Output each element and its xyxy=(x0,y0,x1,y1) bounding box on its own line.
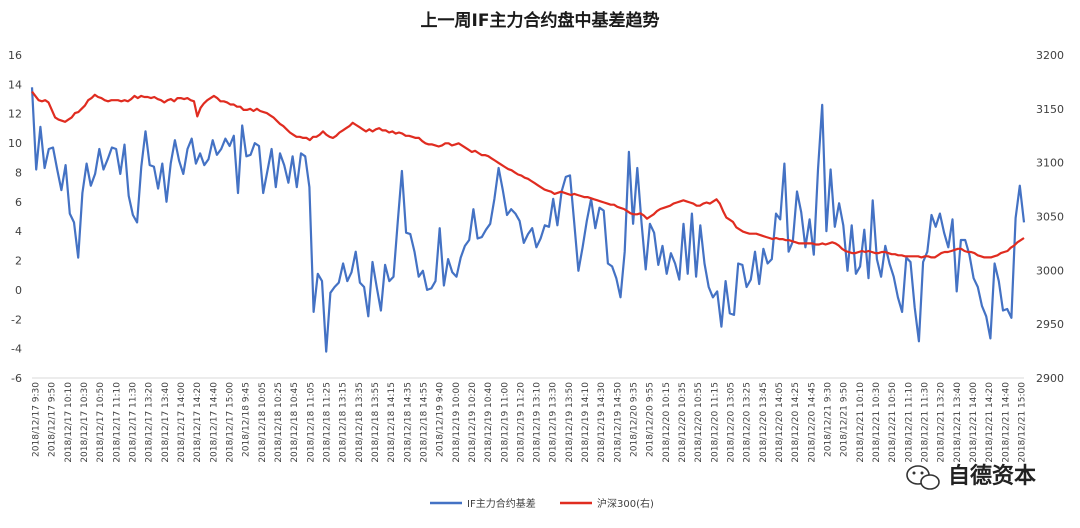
x-tick-label: 2018/12/18 13:15 xyxy=(339,382,349,463)
x-tick-label: 2018/12/17 11:10 xyxy=(112,382,122,463)
x-tick-label: 2018/12/17 11:30 xyxy=(128,382,138,463)
x-tick-label: 2018/12/21 9:50 xyxy=(840,382,850,457)
x-tick-label: 2018/12/19 14:50 xyxy=(613,382,623,463)
x-tick-label: 2018/12/20 14:45 xyxy=(807,382,817,463)
watermark: 自德资本 xyxy=(906,463,1036,490)
x-tick-label: 2018/12/17 14:20 xyxy=(193,382,203,463)
x-tick-label: 2018/12/19 14:30 xyxy=(597,382,607,463)
x-tick-label: 2018/12/17 13:20 xyxy=(145,382,155,463)
x-tick-label: 2018/12/21 11:30 xyxy=(921,382,931,463)
x-tick-label: 2018/12/20 14:25 xyxy=(791,382,801,463)
x-tick-label: 2018/12/18 11:05 xyxy=(306,382,316,463)
x-tick-label: 2018/12/21 13:20 xyxy=(937,382,947,463)
x-tick-label: 2018/12/19 13:30 xyxy=(549,382,559,463)
basis-series-line xyxy=(30,87,1026,353)
x-tick-label: 2018/12/21 11:10 xyxy=(904,382,914,463)
x-axis: 2018/12/17 9:30 2018/12/17 9:50 2018/12/17… xyxy=(32,377,1028,463)
x-tick-label: 2018/12/19 9:40 xyxy=(436,382,446,457)
x-tick-label: 2018/12/18 13:35 xyxy=(355,382,365,463)
y-left-tick-label: 6 xyxy=(15,196,22,209)
x-tick-label: 2018/12/17 9:30 xyxy=(32,382,42,457)
y-right-tick-label: 3000 xyxy=(1036,264,1064,277)
x-tick-label: 2018/12/18 14:15 xyxy=(387,382,397,463)
y-right-tick-label: 3150 xyxy=(1036,103,1064,116)
x-tick-label: 2018/12/20 10:35 xyxy=(678,382,688,463)
y-right-tick-label: 3200 xyxy=(1036,49,1064,62)
x-tick-label: 2018/12/19 10:00 xyxy=(452,382,462,463)
y-left-tick-label: -2 xyxy=(11,313,22,326)
y-left-tick-label: 14 xyxy=(8,78,22,91)
x-tick-label: 2018/12/18 11:25 xyxy=(322,382,332,463)
x-tick-label: 2018/12/19 10:40 xyxy=(484,382,494,463)
x-tick-label: 2018/12/20 10:15 xyxy=(662,382,672,463)
x-tick-label: 2018/12/20 9:35 xyxy=(630,382,640,457)
y-right-tick-label: 3050 xyxy=(1036,211,1064,224)
x-tick-label: 2018/12/17 14:00 xyxy=(177,382,187,463)
y-left-tick-label: 8 xyxy=(15,166,22,179)
x-tick-label: 2018/12/19 11:00 xyxy=(500,382,510,463)
x-tick-label: 2018/12/18 14:55 xyxy=(419,382,429,463)
x-tick-label: 2018/12/19 13:50 xyxy=(565,382,575,463)
y-right-tick-label: 2950 xyxy=(1036,318,1064,331)
x-tick-label: 2018/12/20 13:45 xyxy=(759,382,769,463)
x-tick-label: 2018/12/20 13:25 xyxy=(743,382,753,463)
y-left-tick-label: 12 xyxy=(8,108,22,121)
chart-title: 上一周IF主力合约盘中基差趋势 xyxy=(421,10,660,31)
y-left-tick-label: 2 xyxy=(15,255,22,268)
y-left-tick-label: -6 xyxy=(11,372,22,385)
x-tick-label: 2018/12/17 15:00 xyxy=(225,382,235,463)
y-left-tick-label: 0 xyxy=(15,284,22,297)
x-tick-label: 2018/12/20 10:55 xyxy=(694,382,704,463)
x-tick-label: 2018/12/21 9:30 xyxy=(824,382,834,457)
x-tick-label: 2018/12/21 14:00 xyxy=(969,382,979,463)
y-axis-right: 2900 2950 3000 3050 3100 3150 3200 xyxy=(1036,49,1064,385)
x-tick-label: 2018/12/19 13:10 xyxy=(533,382,543,463)
legend-label: 沪深300(右) xyxy=(597,497,654,510)
y-left-tick-label: -4 xyxy=(11,343,22,356)
csi300-series-line xyxy=(31,90,1025,259)
x-tick-label: 2018/12/21 14:40 xyxy=(1001,382,1011,463)
x-tick-label: 2018/12/17 10:50 xyxy=(96,382,106,463)
x-tick-label: 2018/12/17 10:30 xyxy=(80,382,90,463)
y-left-tick-label: 10 xyxy=(8,137,22,150)
x-tick-label: 2018/12/17 13:40 xyxy=(161,382,171,463)
x-tick-label: 2018/12/20 14:05 xyxy=(775,382,785,463)
x-tick-label: 2018/12/21 13:40 xyxy=(953,382,963,463)
x-tick-label: 2018/12/21 10:10 xyxy=(856,382,866,463)
y-left-tick-label: 16 xyxy=(8,49,22,62)
x-tick-label: 2018/12/21 15:00 xyxy=(1018,382,1028,463)
x-tick-label: 2018/12/18 10:05 xyxy=(258,382,268,463)
y-left-tick-label: 4 xyxy=(15,225,22,238)
x-tick-label: 2018/12/17 10:10 xyxy=(64,382,74,463)
series-layer xyxy=(30,87,1026,353)
x-tick-label: 2018/12/18 10:25 xyxy=(274,382,284,463)
x-tick-label: 2018/12/21 14:20 xyxy=(985,382,995,463)
x-tick-label: 2018/12/20 11:15 xyxy=(710,382,720,463)
y-axis-left: -6 -4 -2 0 2 4 6 8 10 12 14 16 xyxy=(8,49,22,385)
x-tick-label: 2018/12/19 11:20 xyxy=(516,382,526,463)
x-tick-label: 2018/12/18 9:45 xyxy=(242,382,252,457)
x-tick-label: 2018/12/20 9:55 xyxy=(646,382,656,457)
legend: IF主力合约基差 沪深300(右) xyxy=(430,497,654,510)
x-tick-label: 2018/12/18 13:55 xyxy=(371,382,381,463)
watermark-text: 自德资本 xyxy=(948,463,1036,489)
x-tick-label: 2018/12/21 10:50 xyxy=(888,382,898,463)
y-right-tick-label: 2900 xyxy=(1036,372,1064,385)
x-tick-label: 2018/12/17 14:40 xyxy=(209,382,219,463)
x-tick-label: 2018/12/17 9:50 xyxy=(48,382,58,457)
x-tick-label: 2018/12/19 14:10 xyxy=(581,382,591,463)
x-tick-label: 2018/12/18 10:45 xyxy=(290,382,300,463)
y-right-tick-label: 3100 xyxy=(1036,157,1064,170)
x-tick-label: 2018/12/18 14:35 xyxy=(403,382,413,463)
wechat-logo-icon xyxy=(906,465,940,490)
x-tick-label: 2018/12/20 13:05 xyxy=(727,382,737,463)
legend-label: IF主力合约基差 xyxy=(467,497,536,510)
x-tick-label: 2018/12/19 10:20 xyxy=(468,382,478,463)
x-tick-label: 2018/12/21 10:30 xyxy=(872,382,882,463)
